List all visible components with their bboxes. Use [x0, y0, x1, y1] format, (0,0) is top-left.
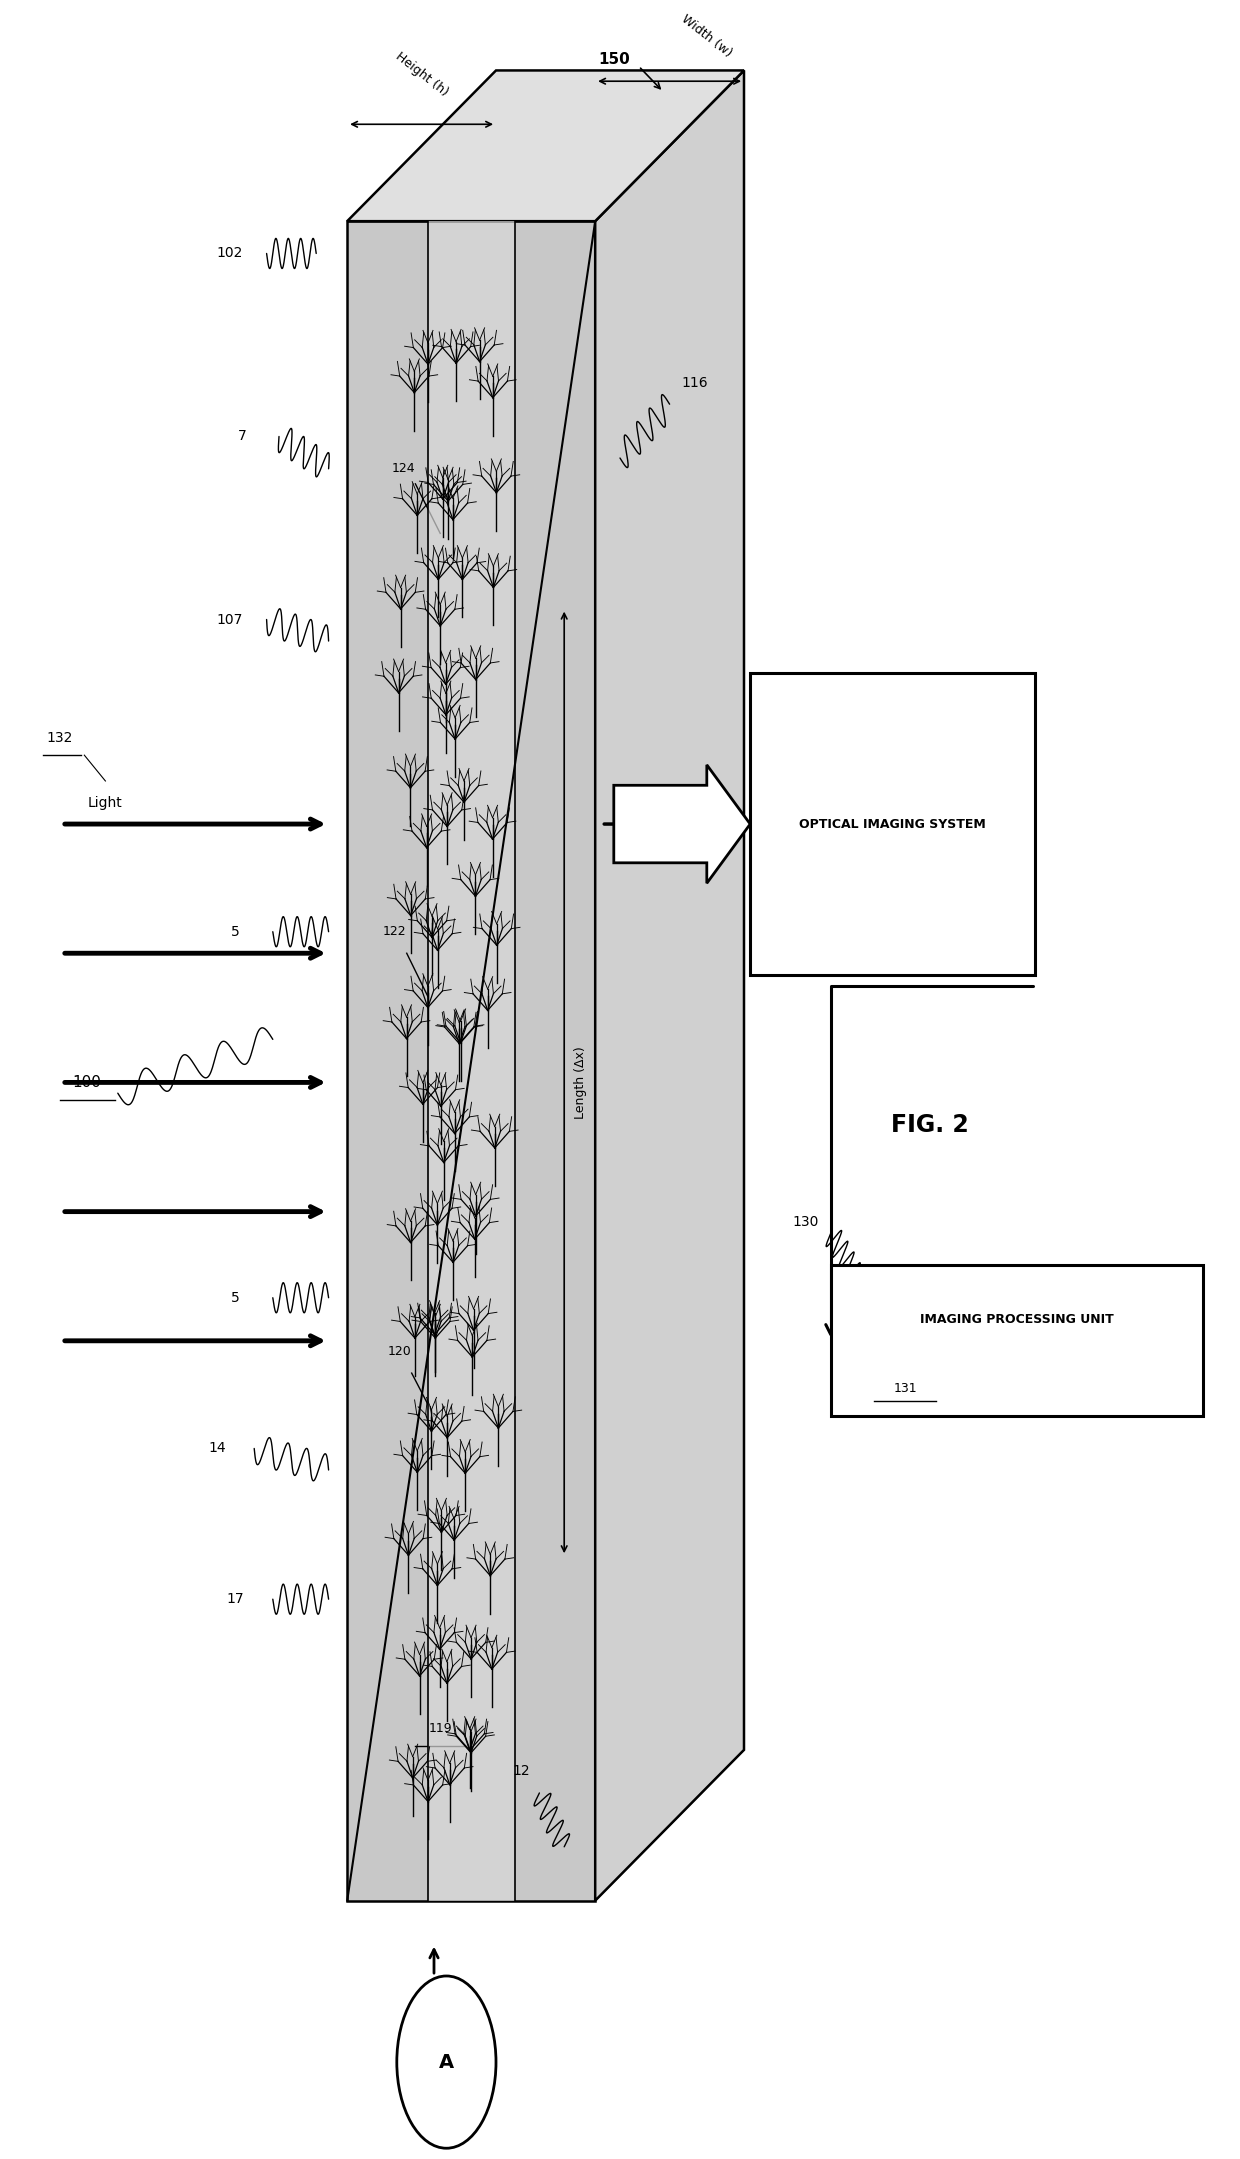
Text: FIG. 2: FIG. 2: [892, 1114, 968, 1138]
Text: IMAGING PROCESSING UNIT: IMAGING PROCESSING UNIT: [920, 1313, 1114, 1326]
Polygon shape: [347, 220, 595, 1900]
Text: Width (w): Width (w): [680, 13, 734, 60]
Text: OPTICAL IMAGING SYSTEM: OPTICAL IMAGING SYSTEM: [800, 818, 986, 831]
Text: 12: 12: [512, 1764, 529, 1779]
Polygon shape: [595, 71, 744, 1900]
Text: 120: 120: [387, 1345, 412, 1358]
Text: 17: 17: [227, 1591, 244, 1606]
Text: 122: 122: [382, 926, 407, 939]
Text: 5: 5: [231, 924, 241, 939]
Polygon shape: [428, 220, 515, 1900]
FancyBboxPatch shape: [831, 1265, 1203, 1416]
Text: Light: Light: [88, 795, 123, 810]
Text: 14: 14: [208, 1442, 226, 1455]
Text: 132: 132: [46, 732, 73, 745]
Text: 116: 116: [681, 376, 708, 389]
Text: 102: 102: [216, 246, 243, 261]
Text: 119: 119: [428, 1723, 453, 1736]
Circle shape: [397, 1975, 496, 2148]
Text: 5: 5: [231, 1291, 241, 1304]
Polygon shape: [347, 71, 744, 220]
Polygon shape: [614, 764, 750, 883]
Text: Length (Δx): Length (Δx): [574, 1047, 587, 1118]
Text: 124: 124: [391, 462, 415, 475]
Text: Height (h): Height (h): [393, 50, 450, 99]
Text: 131: 131: [893, 1382, 918, 1395]
Text: 100: 100: [72, 1075, 102, 1090]
FancyBboxPatch shape: [750, 674, 1035, 974]
Text: 150: 150: [598, 52, 630, 67]
Text: A: A: [439, 2053, 454, 2073]
Text: 7: 7: [237, 430, 247, 443]
Text: 107: 107: [216, 613, 243, 626]
Text: 130: 130: [792, 1216, 820, 1228]
